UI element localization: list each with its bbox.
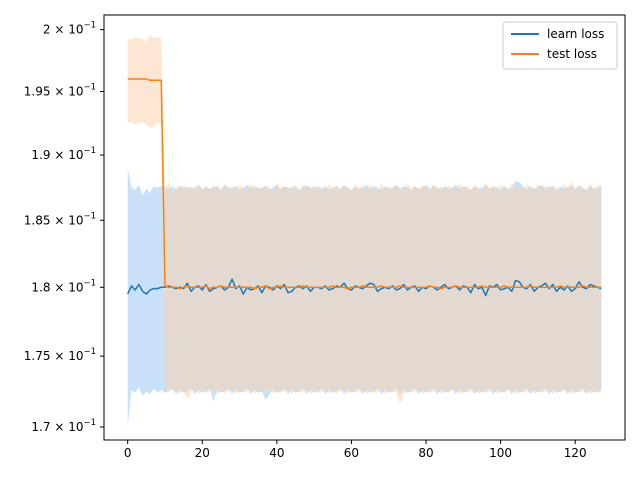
y-tick-base: 10 [68,280,83,294]
x-tick-label: 120 [564,446,587,460]
y-tick-label: 1.9 × 10−1 [31,146,96,162]
y-tick-base: 10 [68,85,83,99]
y-tick-times-sign: × [51,349,69,363]
y-axis: 1.7 × 10−11.75 × 10−11.8 × 10−11.85 × 10… [24,21,104,434]
y-tick-mantissa: 2 [43,23,51,37]
y-tick-mantissa: 1.7 [31,420,50,434]
x-tick-label: 0 [124,446,132,460]
legend-label-learn-loss: learn loss [547,27,604,41]
x-tick-label: 80 [418,446,433,460]
y-tick-base: 10 [68,213,83,227]
x-tick-label: 100 [489,446,512,460]
y-tick-label: 1.7 × 10−1 [31,418,96,434]
y-tick-base: 10 [68,23,83,37]
y-tick-exponent: −1 [83,347,96,357]
y-tick-label: 1.85 × 10−1 [24,211,96,227]
y-tick-mantissa: 1.8 [31,280,50,294]
confidence-bands [127,34,602,428]
line-test-loss [127,78,602,290]
y-tick-times-sign: × [51,280,69,294]
y-tick-times-sign: × [51,148,69,162]
y-tick-times-sign: × [51,213,69,227]
x-tick-label: 60 [344,446,359,460]
y-tick-exponent: −1 [83,211,96,221]
x-tick-label: 40 [269,446,284,460]
y-tick-base: 10 [68,349,83,363]
y-tick-label: 2 × 10−1 [43,21,96,37]
y-tick-base: 10 [68,420,83,434]
y-tick-mantissa: 1.9 [31,148,50,162]
y-tick-label: 1.8 × 10−1 [31,278,96,294]
y-tick-times-sign: × [51,420,69,434]
y-tick-times-sign: × [51,85,69,99]
x-axis: 0 20 40 60 80 100 120 [124,440,587,460]
band-test-loss [127,34,602,405]
y-tick-exponent: −1 [83,21,96,31]
y-tick-label: 1.75 × 10−1 [24,347,96,363]
plot-frame [103,14,626,441]
y-tick-exponent: −1 [83,278,96,288]
y-tick-exponent: −1 [83,83,96,93]
y-tick-mantissa: 1.75 [24,349,51,363]
legend-label-test-loss: test loss [547,47,597,61]
y-tick-mantissa: 1.95 [24,85,51,99]
y-tick-exponent: −1 [83,418,96,428]
y-tick-exponent: −1 [83,146,96,156]
x-tick-label: 20 [195,446,210,460]
y-tick-mantissa: 1.85 [24,213,51,227]
y-tick-base: 10 [68,148,83,162]
y-tick-times-sign: × [51,23,69,37]
legend: learn loss test loss [502,21,618,70]
y-tick-label: 1.95 × 10−1 [24,83,96,99]
series-lines [126,78,602,297]
